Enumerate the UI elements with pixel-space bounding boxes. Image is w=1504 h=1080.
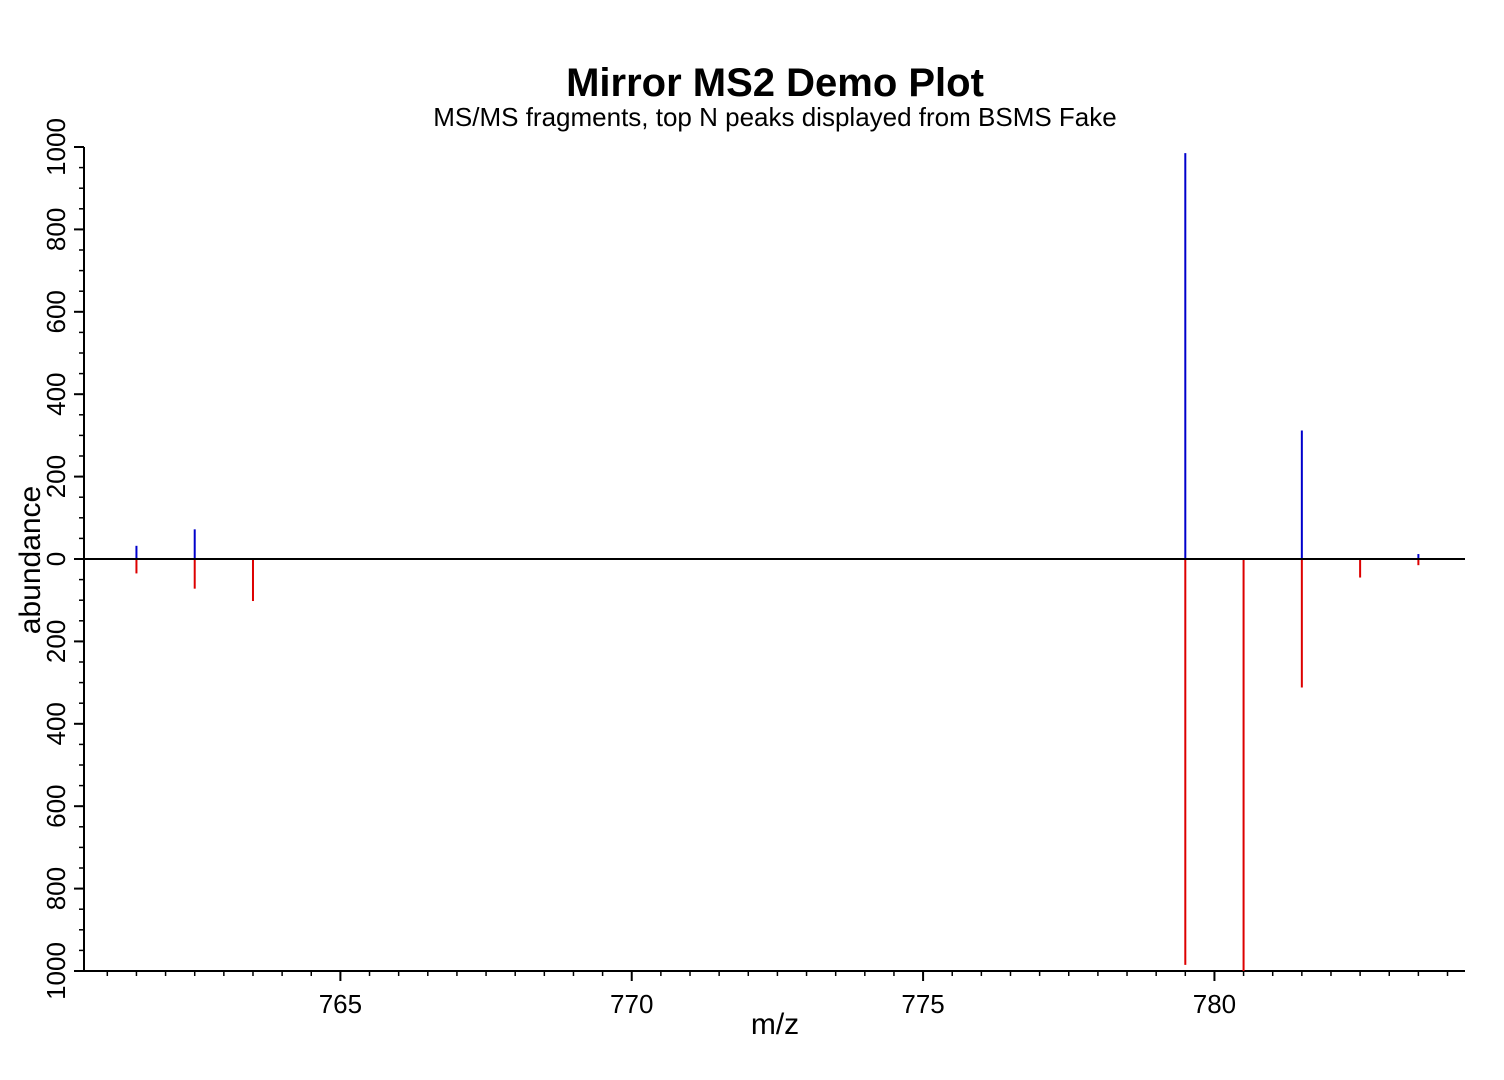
y-axis: 1000 800 600 400 200 0 200 400 600 800 1000: [41, 118, 85, 1000]
y-tick-label: 600: [41, 785, 71, 828]
chart-subtitle: MS/MS fragments, top N peaks displayed f…: [433, 102, 1116, 132]
chart-title: Mirror MS2 Demo Plot: [566, 61, 984, 105]
y-tick-label: 800: [41, 867, 71, 910]
y-tick-label: 1000: [41, 942, 71, 1000]
y-tick-label: 400: [41, 373, 71, 416]
y-tick-label: 800: [41, 208, 71, 251]
peaks: [84, 153, 1465, 971]
x-axis: 765 770 775 780: [84, 970, 1465, 1019]
y-tick-label: 200: [41, 455, 71, 498]
y-axis-label: abundance: [14, 486, 47, 634]
x-tick-label: 775: [901, 989, 944, 1019]
y-tick-label: 1000: [41, 118, 71, 176]
y-tick-label: 600: [41, 290, 71, 333]
y-tick-label: 0: [41, 552, 71, 566]
x-tick-label: 770: [610, 989, 653, 1019]
y-tick-label: 400: [41, 702, 71, 745]
x-axis-label: m/z: [751, 1008, 799, 1041]
y-tick-label: 200: [41, 620, 71, 663]
x-tick-label: 780: [1193, 989, 1236, 1019]
x-tick-label: 765: [319, 989, 362, 1019]
